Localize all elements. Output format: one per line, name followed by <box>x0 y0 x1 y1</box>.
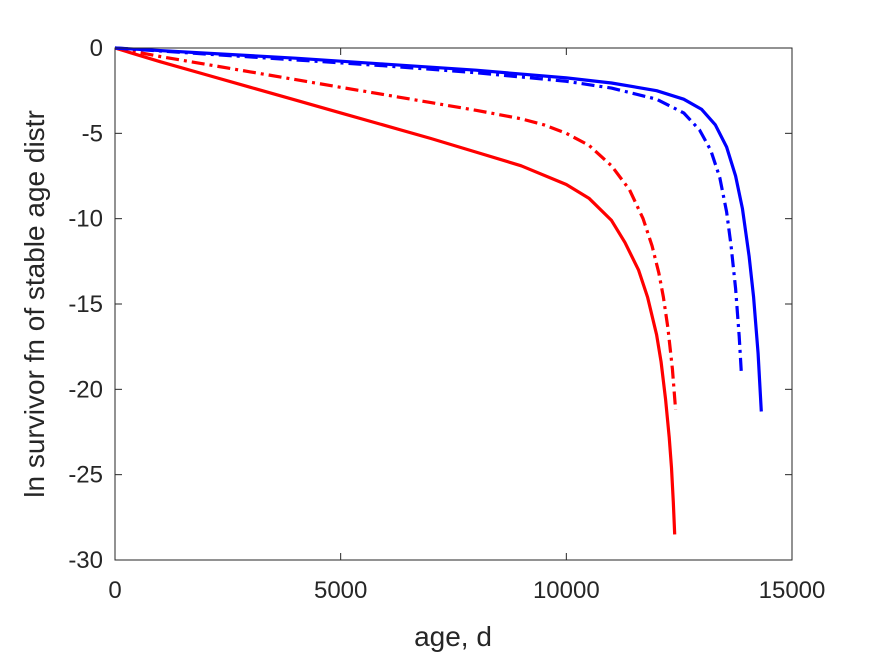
series-layer <box>114 46 763 535</box>
plot-area <box>115 48 792 560</box>
series-line-3 <box>114 46 763 412</box>
series-line-4 <box>114 46 744 376</box>
x-tick-label: 5000 <box>314 577 367 604</box>
y-tick-label: -20 <box>68 376 103 403</box>
series-line-1 <box>114 46 677 535</box>
y-tick-label: -25 <box>68 462 103 489</box>
x-tick-label: 15000 <box>759 577 826 604</box>
series-line-2 <box>114 46 678 410</box>
y-tick-label: 0 <box>90 35 103 62</box>
x-tick-label: 0 <box>108 577 121 604</box>
y-tick-label: -30 <box>68 547 103 574</box>
x-tick-label: 10000 <box>533 577 600 604</box>
y-tick-label: -15 <box>68 291 103 318</box>
y-tick-label: -10 <box>68 206 103 233</box>
tick-layer: 0 5000 10000 15000 0 -5 -10 -15 -20 -25 -30 <box>68 35 825 604</box>
y-tick-label: -5 <box>82 120 103 147</box>
x-axis-label: age, d <box>414 621 492 652</box>
y-axis-label: ln survivor fn of stable age distr <box>19 110 50 498</box>
